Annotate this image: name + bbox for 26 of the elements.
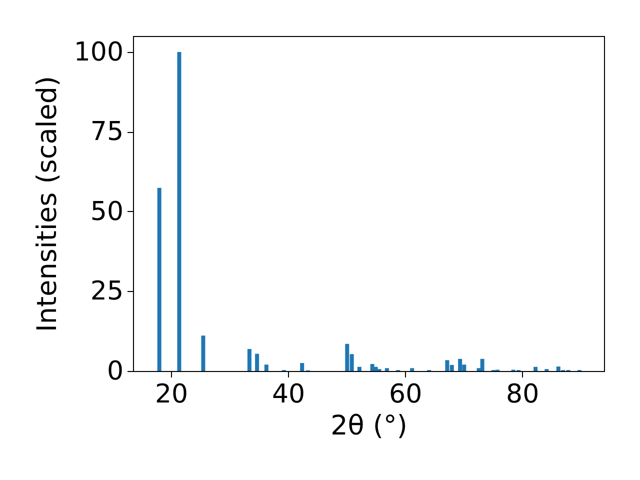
bar: [410, 368, 414, 371]
bar: [255, 354, 260, 371]
x-tick-label: 40: [272, 380, 306, 410]
x-axis-title: 2θ (°): [330, 410, 408, 442]
bar: [384, 368, 389, 371]
bar: [247, 348, 252, 371]
bar: [480, 358, 484, 371]
y-tick-label: 100: [74, 37, 124, 68]
bar: [357, 366, 362, 371]
x-tick-label: 80: [506, 380, 540, 410]
y-tick-label: 0: [106, 356, 124, 386]
y-tick-label: 25: [90, 276, 124, 307]
bar: [370, 364, 374, 371]
bar: [374, 366, 378, 371]
y-tick-label: 50: [90, 196, 124, 227]
bar: [157, 188, 162, 371]
bar: [300, 363, 304, 371]
y-axis-title: Intensities (scaled): [32, 76, 63, 332]
bar: [458, 358, 462, 371]
bar: [264, 364, 268, 371]
y-tick-label: 75: [90, 117, 124, 148]
bar: [534, 366, 538, 371]
bar: [177, 52, 182, 371]
x-tick-label: 20: [154, 380, 188, 410]
x-tick-label: 60: [389, 380, 422, 410]
bar: [201, 336, 206, 371]
